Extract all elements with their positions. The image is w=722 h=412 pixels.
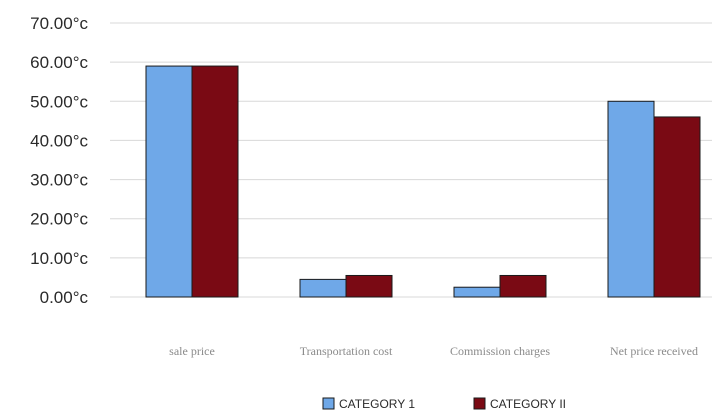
y-axis-tick-labels: 0.00°c 10.00°c 20.00°c 30.00°c 40.00°c 50.00°…: [30, 14, 88, 307]
y-tick-label: 70.00°c: [30, 14, 88, 33]
x-category-label: Transportation cost: [300, 344, 393, 358]
x-category-label: Commission charges: [450, 344, 550, 358]
y-tick-label: 40.00°c: [30, 131, 88, 150]
bar-category-2: [653, 116, 701, 298]
legend-label: CATEGORY 1: [339, 397, 415, 411]
x-category-label: Net price received: [610, 344, 698, 358]
bar-category-2: [345, 274, 393, 298]
y-tick-label: 10.00°c: [30, 249, 88, 268]
bar-category-1: [299, 278, 347, 298]
y-tick-label: 0.00°c: [40, 288, 89, 307]
legend-swatch: [322, 397, 335, 410]
bar-category-2: [499, 274, 547, 298]
y-tick-label: 20.00°c: [30, 210, 88, 229]
x-category-label: sale price: [169, 344, 215, 358]
y-tick-label: 50.00°c: [30, 92, 88, 111]
bar-category-2: [191, 65, 239, 298]
bar-category-1: [453, 286, 501, 298]
legend-label: CATEGORY II: [490, 397, 566, 411]
bar-category-1: [145, 65, 193, 298]
x-axis-category-labels: sale price Transportation cost Commission …: [169, 344, 698, 358]
bars: [145, 65, 701, 298]
legend-swatch: [473, 397, 486, 410]
y-tick-label: 30.00°c: [30, 171, 88, 190]
legend: CATEGORY 1 CATEGORY II: [322, 397, 566, 411]
y-tick-label: 60.00°c: [30, 53, 88, 72]
bar-category-1: [607, 100, 655, 298]
